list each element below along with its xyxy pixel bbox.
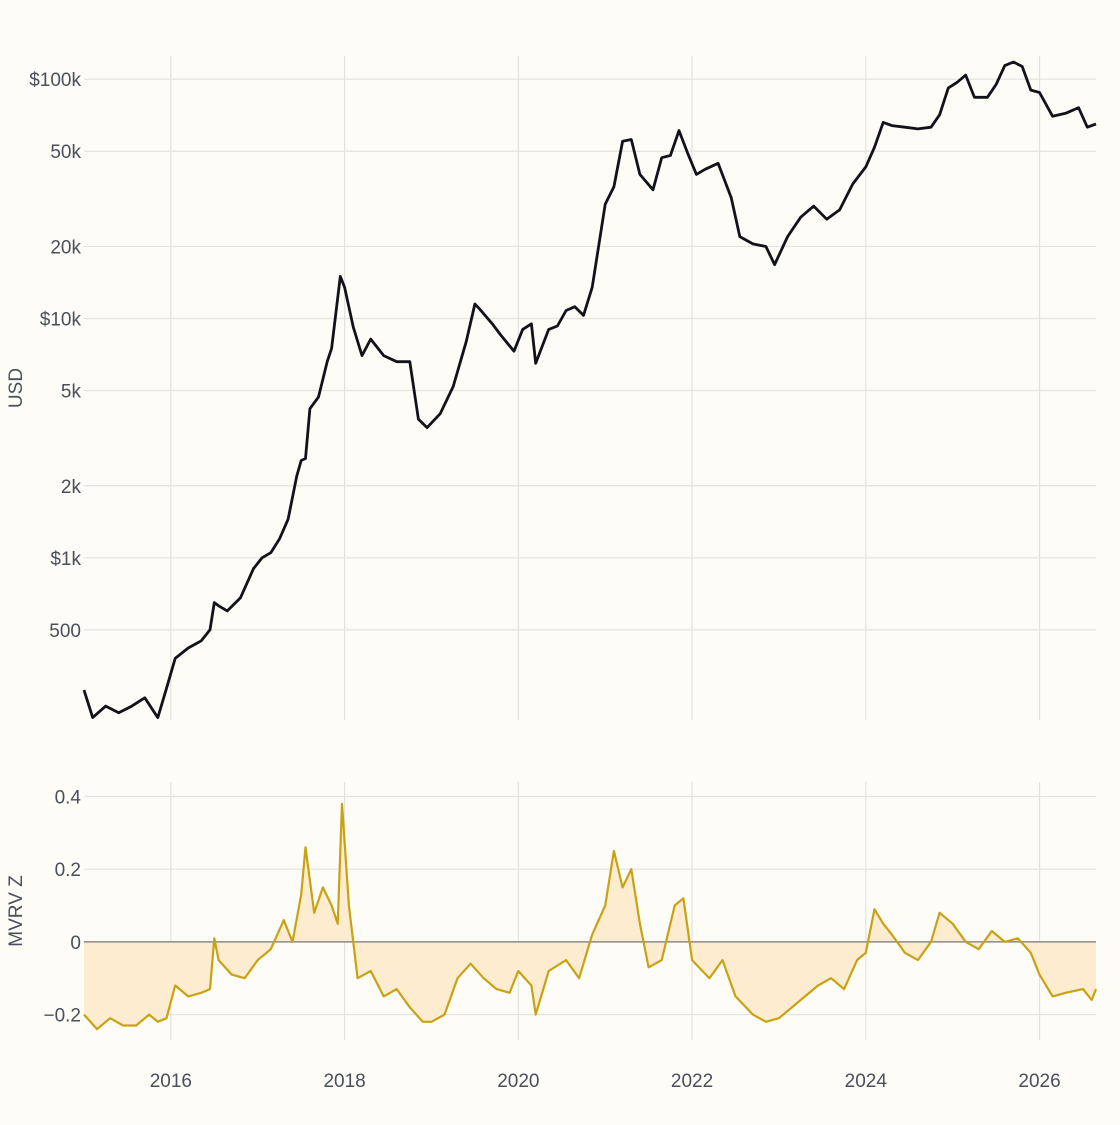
price-ytick-label: 20k (50, 237, 81, 258)
price-ytick-label: 5k (61, 382, 82, 403)
mvrv-y-axis-title: MVRV Z (6, 875, 27, 947)
mvrv-series-line (83, 802, 1098, 1031)
price-y-axis-title: USD (6, 368, 27, 408)
mvrv-ytick-label: 0 (70, 933, 81, 954)
mvrv-panel: 2016 2018 2020 2022 2024 2026 −0.2 0 0.2 0.4 MVRV … (6, 782, 1098, 1092)
x-tick-label: 2026 (1018, 1071, 1060, 1092)
price-ytick-label: $1k (50, 549, 81, 570)
x-tick-label: 2020 (497, 1071, 539, 1092)
x-tick-label: 2016 (150, 1071, 192, 1092)
mvrv-ytick-label: 0.2 (55, 860, 81, 881)
mvrv-area-fill (84, 803, 1096, 1030)
price-ytick-label: 500 (49, 621, 81, 642)
mvrv-ytick-label: −0.2 (43, 1006, 81, 1027)
price-ytick-label: $10k (40, 309, 82, 330)
price-panel: 500 $1k 2k 5k $10k 20k 50k $100k USD (6, 56, 1097, 720)
mvrv-ytick-label: 0.4 (55, 788, 82, 809)
price-ytick-label: 50k (50, 142, 81, 163)
x-tick-label: 2024 (845, 1071, 888, 1092)
price-series-line (82, 60, 1097, 719)
price-ytick-label: $100k (29, 70, 81, 91)
x-tick-label: 2022 (671, 1071, 713, 1092)
price-ytick-label: 2k (61, 477, 82, 498)
x-tick-label: 2018 (323, 1071, 365, 1092)
